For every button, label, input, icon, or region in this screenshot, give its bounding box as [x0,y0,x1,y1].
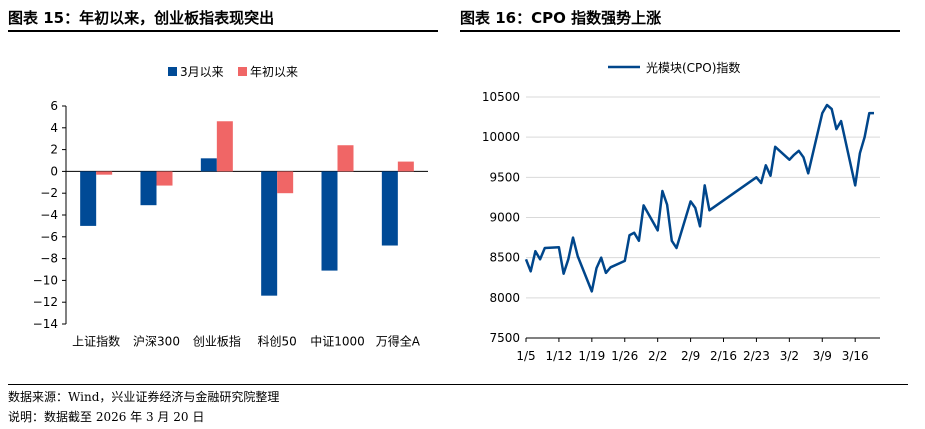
bar-march-2 [200,158,217,172]
bar-legend: 3月以来 年初以来 [168,65,298,79]
line-y-tick-label: 9000 [489,211,520,225]
legend-swatch-march [168,67,177,76]
bar-y-tick-label: 2 [50,143,58,157]
bar-x-tick-label: 科创50 [258,334,297,348]
bar-x-tick-label: 沪深300 [133,334,180,348]
legend-label-ytd: 年初以来 [250,65,298,79]
line-x-tick-label: 3/2 [780,349,799,363]
line-y-tick-label: 9500 [489,170,520,184]
bar-x-tick-label: 万得全A [376,333,421,348]
bar-x-tick-label: 创业板指 [193,333,241,348]
bar-y-tick-label: −8 [40,252,58,266]
left-title-rule [8,30,438,32]
line-y-tick-label: 7500 [489,331,520,345]
bar-march-3 [261,171,278,296]
line-x-tick-label: 2/2 [648,349,667,363]
bar-march-4 [321,171,338,271]
bar-y-tick-label: −14 [33,317,58,331]
bar-march-5 [381,171,398,246]
left-figure-title: 图表 15：年初以来，创业板指表现突出 [8,9,275,27]
bar-x-tick-label: 上证指数 [72,333,120,348]
bar-y-tick-label: −12 [33,295,58,309]
bar-march-0 [80,171,97,226]
line-y-tick-label: 8500 [489,251,520,265]
bar-march-1 [140,171,157,206]
line-x-tick-label: 2/23 [743,349,770,363]
line-chart: 光模块(CPO)指数 10500 10000 9500 9000 8500 8000 750… [482,60,880,363]
line-gridlines [526,96,880,299]
line-y-tick-label: 10000 [482,130,520,144]
cpo-index-line [524,103,874,293]
legend-label-cpo: 光模块(CPO)指数 [646,60,740,75]
bar-ytd-5 [397,161,414,172]
line-y-axis: 10500 10000 9500 9000 8500 8000 7500 [482,90,520,345]
bar-y-tick-label: −6 [40,230,58,244]
line-y-tick-label: 8000 [489,291,520,305]
bar-x-axis-labels: 上证指数 沪深300 创业板指 科创50 中证1000 万得全A [72,333,421,348]
bar-ytd-0 [96,171,113,175]
bar-chart: 3月以来 年初以来 6 4 2 0 −2 −4 −6 −8 −10 −12 −14 上证指数 沪深30… [33,65,428,348]
bar-marks [80,121,414,296]
footer-source: 数据来源：Wind，兴业证券经济与金融研究院整理 [8,390,280,404]
right-title-rule [460,30,900,32]
bar-y-tick-label: 4 [50,121,58,135]
legend-label-march: 3月以来 [180,65,224,79]
right-figure-title: 图表 16：CPO 指数强势上涨 [460,9,662,27]
line-x-tick-label: 1/5 [516,349,535,363]
line-x-tick-label: 2/9 [681,349,700,363]
bar-ytd-4 [337,145,354,172]
bar-y-tick-label: −4 [40,208,58,222]
bar-ytd-2 [216,121,233,172]
footer-note: 说明：数据截至 2026 年 3 月 20 日 [8,410,205,424]
line-x-tick-label: 1/19 [578,349,605,363]
bar-y-tick-label: 6 [50,99,58,113]
bar-y-tick-label: −2 [40,186,58,200]
legend-swatch-ytd [238,67,247,76]
line-x-tick-label: 3/16 [842,349,869,363]
bar-y-axis: 6 4 2 0 −2 −4 −6 −8 −10 −12 −14 [33,99,428,331]
line-x-tick-label: 1/12 [545,349,572,363]
bar-y-tick-label: 0 [50,164,58,178]
line-x-tick-label: 1/26 [611,349,638,363]
line-x-axis: 1/5 1/12 1/19 1/26 2/2 2/9 2/16 2/23 3/2 3/9 3/16 [516,337,880,363]
footer-rule [8,384,908,385]
bar-ytd-1 [156,171,173,186]
bar-ytd-3 [277,171,294,194]
bar-y-tick-label: −10 [33,273,58,287]
line-y-tick-label: 10500 [482,90,520,104]
line-legend: 光模块(CPO)指数 [608,60,740,75]
bar-x-tick-label: 中证1000 [310,333,365,348]
line-x-tick-label: 2/16 [710,349,737,363]
line-x-tick-label: 3/9 [813,349,832,363]
